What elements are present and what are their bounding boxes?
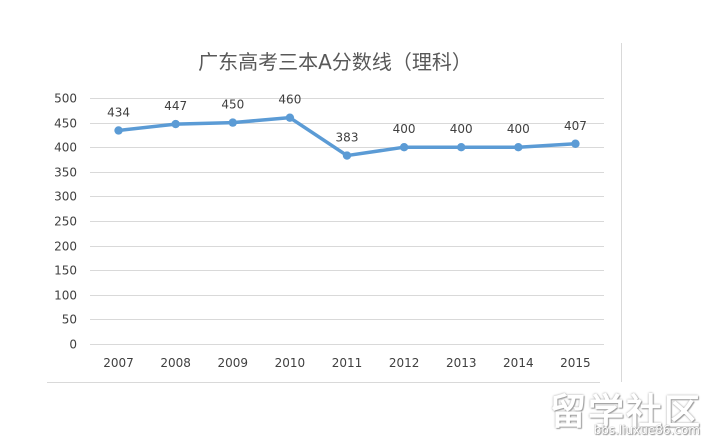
x-tick-label: 2010 — [275, 356, 306, 370]
data-label: 407 — [564, 119, 587, 133]
data-point — [457, 143, 466, 152]
watermark-logo: 留学社区 bbs.liuxue86.com — [548, 383, 708, 439]
x-tick-label: 2011 — [332, 356, 363, 370]
x-tick-label: 2007 — [103, 356, 134, 370]
y-tick-label: 50 — [62, 313, 77, 327]
y-tick-label: 200 — [54, 240, 77, 254]
y-axis-ticks: 0 50 100 150 200 250 300 350 400 450 500 — [54, 92, 77, 352]
data-point — [228, 118, 237, 127]
x-tick-label: 2015 — [560, 356, 591, 370]
data-point — [285, 113, 295, 122]
watermark-text: 留学社区 — [549, 392, 702, 433]
data-point — [399, 143, 409, 152]
data-label: 447 — [164, 99, 187, 113]
data-label: 383 — [336, 131, 359, 145]
x-axis-ticks: 2007 2008 2009 2010 2011 2012 2013 2014 2015 — [103, 356, 590, 370]
y-tick-label: 350 — [54, 166, 77, 180]
x-tick-label: 2009 — [218, 356, 249, 370]
y-tick-label: 0 — [69, 338, 77, 352]
data-label: 400 — [507, 122, 530, 136]
y-tick-label: 500 — [54, 92, 77, 106]
x-tick-label: 2012 — [389, 356, 420, 370]
watermark-url: bbs.liuxue86.com — [593, 423, 700, 437]
data-label: 400 — [393, 122, 416, 136]
data-labels: 434 447 450 460 383 400 400 400 407 — [107, 93, 587, 145]
y-tick-label: 450 — [54, 117, 77, 131]
x-tick-label: 2008 — [160, 356, 191, 370]
y-tick-label: 400 — [54, 141, 77, 155]
data-point — [342, 151, 352, 160]
y-tick-label: 300 — [54, 190, 77, 204]
y-tick-label: 150 — [54, 264, 77, 278]
data-point — [514, 143, 523, 152]
data-label: 434 — [107, 105, 130, 119]
data-label: 450 — [221, 98, 244, 112]
y-tick-label: 250 — [54, 215, 77, 229]
data-point — [171, 119, 180, 129]
y-tick-label: 100 — [54, 289, 77, 303]
series — [114, 113, 580, 160]
data-label: 400 — [450, 122, 473, 136]
data-point — [114, 126, 123, 135]
x-tick-label: 2014 — [503, 356, 534, 370]
data-point — [571, 139, 580, 148]
x-tick-label: 2013 — [446, 356, 477, 370]
chart-title: 广东高考三本A分数线（理科） — [198, 50, 472, 74]
data-label: 460 — [278, 93, 301, 107]
